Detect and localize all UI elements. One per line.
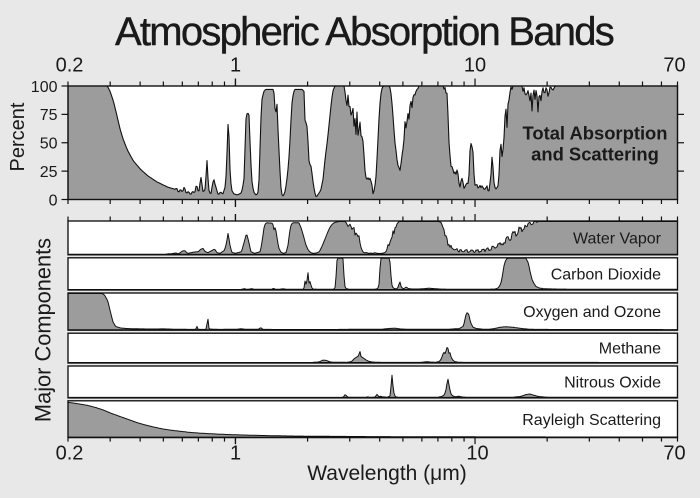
svg-text:10: 10 bbox=[464, 55, 486, 77]
svg-text:70: 70 bbox=[663, 443, 685, 465]
svg-text:100: 100 bbox=[31, 79, 58, 96]
svg-text:75: 75 bbox=[40, 107, 58, 124]
svg-text:0: 0 bbox=[49, 192, 58, 209]
svg-text:Percent: Percent bbox=[7, 102, 29, 171]
svg-text:Nitrous Oxide: Nitrous Oxide bbox=[564, 375, 661, 392]
svg-text:Carbon Dioxide: Carbon Dioxide bbox=[551, 267, 661, 284]
svg-text:1: 1 bbox=[230, 55, 241, 77]
svg-text:25: 25 bbox=[40, 164, 58, 181]
svg-text:Major Components: Major Components bbox=[31, 238, 56, 422]
svg-text:and Scattering: and Scattering bbox=[531, 143, 659, 164]
svg-text:0.2: 0.2 bbox=[56, 443, 84, 465]
svg-text:10: 10 bbox=[466, 443, 488, 465]
svg-text:Water Vapor: Water Vapor bbox=[573, 231, 662, 248]
svg-text:1: 1 bbox=[230, 443, 241, 465]
svg-text:Rayleigh Scattering: Rayleigh Scattering bbox=[522, 412, 661, 429]
svg-text:Atmospheric Absorption Bands: Atmospheric Absorption Bands bbox=[115, 10, 614, 54]
svg-text:Total Absorption: Total Absorption bbox=[522, 123, 667, 144]
svg-text:0.2: 0.2 bbox=[56, 55, 84, 77]
svg-text:Wavelength (μm): Wavelength (μm) bbox=[307, 462, 467, 485]
svg-text:70: 70 bbox=[663, 55, 685, 77]
svg-text:Methane: Methane bbox=[599, 341, 661, 358]
svg-text:50: 50 bbox=[40, 136, 58, 153]
svg-text:Oxygen and Ozone: Oxygen and Ozone bbox=[523, 304, 661, 321]
